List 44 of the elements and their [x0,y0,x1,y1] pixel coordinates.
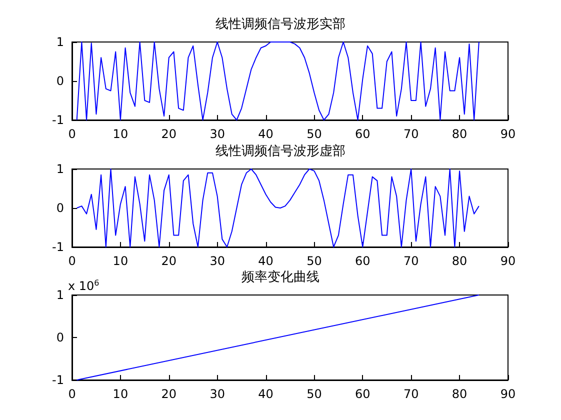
x-tick-label: 90 [500,127,516,141]
x-tick-label: 10 [112,254,128,268]
x-tick-label: 60 [355,127,370,141]
line-series [76,42,480,120]
y-tick-label: -1 [52,373,64,387]
x-tick-label: 80 [452,127,468,141]
y-tick-label: 0 [56,201,64,215]
x-tick-label: 40 [258,254,274,268]
x-tick-label: 50 [306,127,322,141]
x-tick-label: 40 [258,127,274,141]
x-tick-label: 30 [210,127,225,141]
x-tick-label: 60 [355,387,370,401]
chart-title: 线性调频信号波形实部 [216,17,346,32]
x-tick-label: 20 [161,127,177,141]
x-tick-label: 80 [452,387,468,401]
chart-title: 线性调频信号波形虚部 [216,144,346,159]
x-tick-label: 60 [355,254,370,268]
x-tick-label: 10 [112,127,128,141]
x-tick-label: 80 [452,254,468,268]
y-tick-label: -1 [52,240,64,254]
x-tick-label: 70 [403,254,419,268]
x-tick-label: 70 [403,127,419,141]
x-tick-label: 0 [68,254,76,268]
x-tick-label: 0 [68,387,76,401]
x-tick-label: 20 [161,387,177,401]
chart-title: 频率变化曲线 [242,269,320,285]
x-tick-label: 50 [306,387,322,401]
x-tick-label: 30 [210,254,225,268]
y-tick-label: 1 [56,35,64,49]
x-tick-label: 20 [161,254,177,268]
y-tick-label: 0 [56,74,64,88]
x-tick-label: 40 [258,387,274,401]
x-tick-label: 0 [68,127,76,141]
y-tick-label: 1 [56,162,64,176]
x-tick-label: 90 [500,254,516,268]
x-tick-label: 30 [210,387,225,401]
y-tick-label: -1 [52,113,64,127]
y-tick-label: 0 [56,330,64,344]
x-tick-label: 50 [306,254,322,268]
y-tick-label: 1 [56,288,64,302]
line-series [76,168,480,248]
x-tick-label: 90 [500,387,516,401]
x-tick-label: 10 [112,387,128,401]
x-tick-label: 70 [403,387,419,401]
